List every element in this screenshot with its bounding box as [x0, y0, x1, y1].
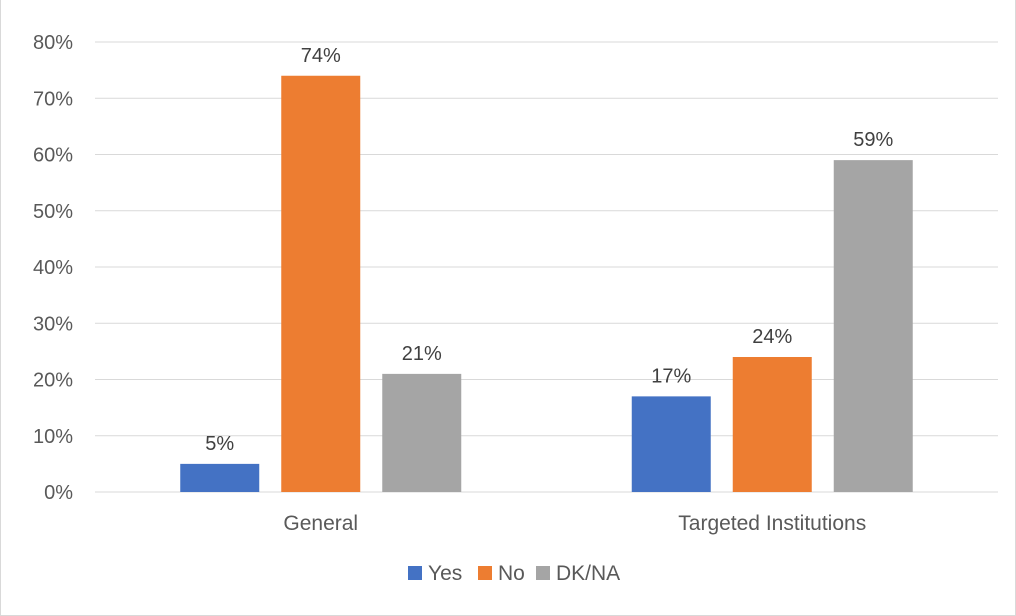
- y-tick-label: 30%: [33, 313, 73, 335]
- data-label: 74%: [301, 45, 341, 67]
- bar-no-targeted-institutions: [732, 357, 812, 492]
- category-label: Targeted Institutions: [678, 512, 866, 535]
- y-axis-tick-labels: 0% 10% 20% 30% 40% 50% 60% 70% 80%: [33, 32, 73, 504]
- y-tick-label: 0%: [44, 482, 73, 504]
- legend: Yes No DK/NA: [408, 562, 620, 585]
- legend-item: No: [478, 562, 525, 585]
- legend-item: Yes: [408, 562, 462, 585]
- y-tick-label: 10%: [33, 426, 73, 448]
- bar-yes-general: [180, 463, 260, 492]
- bar-yes-targeted-institutions: [631, 396, 711, 492]
- y-tick-label: 40%: [33, 257, 73, 279]
- gridlines: [95, 41, 998, 493]
- legend-item: DK/NA: [536, 562, 620, 585]
- legend-swatch: [408, 566, 422, 580]
- x-axis-category-labels: General Targeted Institutions: [283, 512, 866, 535]
- bar-no-general: [281, 75, 361, 492]
- data-label: 17%: [651, 365, 691, 387]
- legend-label: Yes: [428, 562, 462, 585]
- legend-label: No: [498, 562, 525, 585]
- bar-dk-na-targeted-institutions: [833, 160, 913, 492]
- y-tick-label: 20%: [33, 370, 73, 392]
- y-tick-label: 50%: [33, 201, 73, 223]
- data-label: 24%: [752, 326, 792, 348]
- category-label: General: [283, 512, 358, 535]
- bar-dk-na-general: [382, 373, 462, 492]
- y-tick-label: 60%: [33, 145, 73, 167]
- data-labels: 5% 74% 21% 17% 24% 59%: [205, 45, 893, 455]
- y-tick-label: 80%: [33, 32, 73, 54]
- legend-label: DK/NA: [556, 562, 620, 585]
- legend-swatch: [536, 566, 550, 580]
- data-label: 21%: [402, 343, 442, 365]
- bars: [180, 75, 913, 492]
- data-label: 5%: [205, 433, 234, 455]
- y-tick-label: 70%: [33, 88, 73, 110]
- legend-swatch: [478, 566, 492, 580]
- data-label: 59%: [853, 129, 893, 151]
